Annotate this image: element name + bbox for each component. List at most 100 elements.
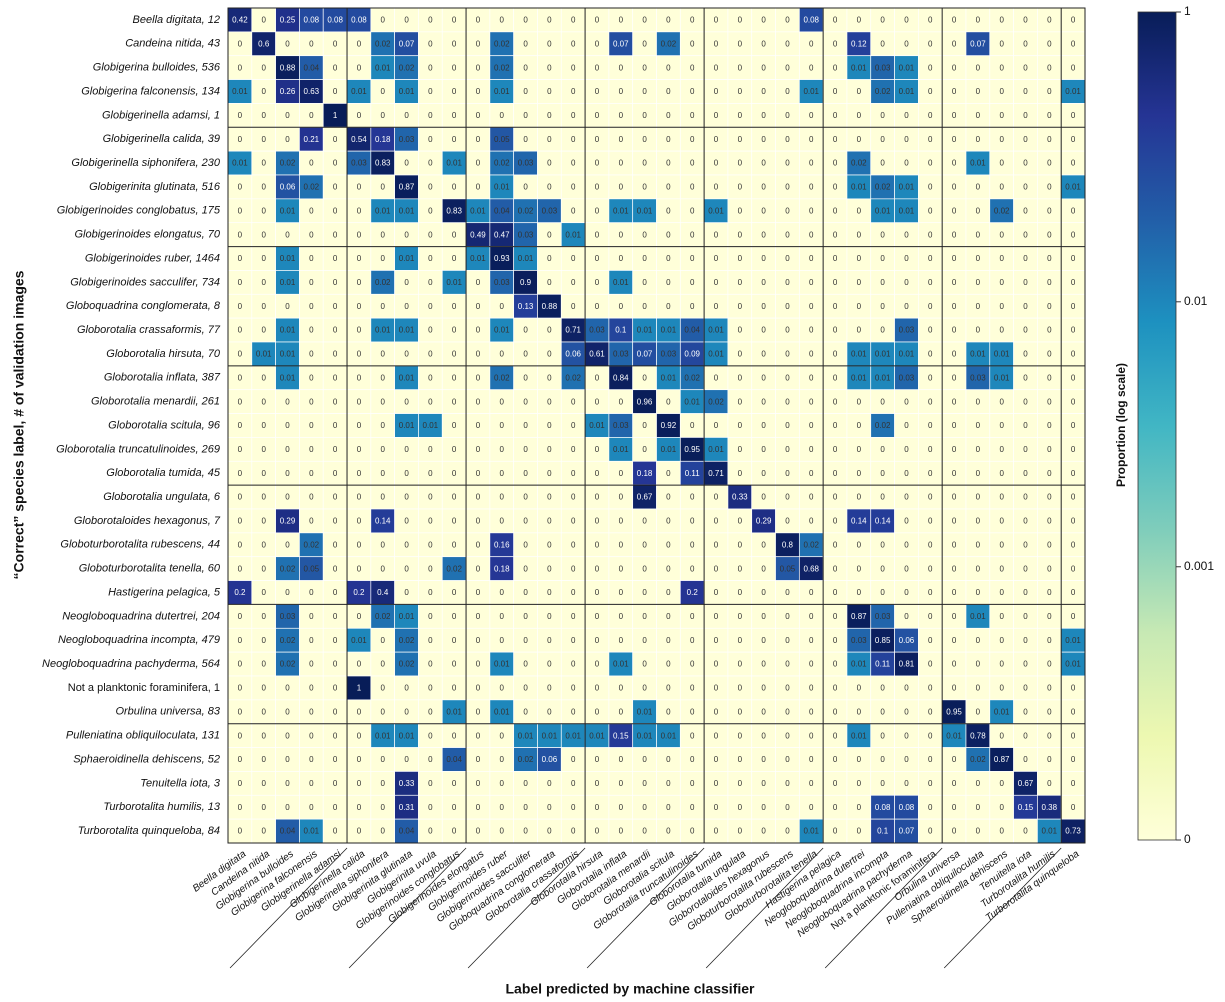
cell-value: 0 [666, 87, 671, 96]
row-label: Globigerinella siphonifera, 230 [71, 157, 220, 169]
cell-value: 0.12 [851, 39, 867, 48]
cell-value: 0 [785, 779, 790, 788]
cell-value: 0 [928, 183, 933, 192]
cell-value: 0 [833, 827, 838, 836]
cell-value: 0 [714, 254, 719, 263]
cell-value: 0 [309, 159, 314, 168]
cell-value: 0 [976, 397, 981, 406]
cell-value: 0 [309, 803, 314, 812]
cell-value: 0 [547, 326, 552, 335]
cell-value: 0 [595, 540, 600, 549]
cell-value: 0 [381, 803, 386, 812]
cell-value: 0 [857, 707, 862, 716]
cell-value: 0 [1047, 755, 1052, 764]
cell-value: 0 [976, 469, 981, 478]
cell-value: 0 [642, 660, 647, 669]
cell-value: 0 [381, 350, 386, 359]
cell-value: 0 [523, 540, 528, 549]
cell-value: 0 [714, 183, 719, 192]
cell-value: 0.6 [258, 39, 270, 48]
cell-value: 0 [500, 803, 505, 812]
cell-value: 0.13 [518, 302, 534, 311]
cell-value: 0 [261, 469, 266, 478]
cell-value: 0 [238, 350, 243, 359]
cell-value: 0 [714, 540, 719, 549]
cell-value: 0 [523, 373, 528, 382]
cell-value: 0 [476, 135, 481, 144]
cell-value: 0 [333, 684, 338, 693]
cell-value: 0 [999, 803, 1004, 812]
cell-value: 0 [857, 469, 862, 478]
cell-value: 0 [1023, 254, 1028, 263]
cell-value: 0.01 [661, 445, 677, 454]
cell-value: 0 [428, 373, 433, 382]
cell-value: 0 [285, 469, 290, 478]
cell-value: 0.01 [280, 278, 296, 287]
cell-value: 0 [285, 445, 290, 454]
cell-value: 0.07 [613, 39, 629, 48]
cell-value: 0 [904, 135, 909, 144]
cell-value: 0.02 [280, 159, 296, 168]
cell-value: 0 [357, 373, 362, 382]
cell-value: 0 [761, 540, 766, 549]
cell-value: 0 [761, 421, 766, 430]
cell-value: 0 [523, 397, 528, 406]
cell-value: 0 [857, 684, 862, 693]
cell-value: 0 [357, 230, 362, 239]
cell-value: 0 [619, 254, 624, 263]
cell-value: 0 [880, 326, 885, 335]
cell-value: 0 [952, 135, 957, 144]
cell-value: 0 [523, 421, 528, 430]
cell-value: 0 [785, 636, 790, 645]
cell-value: 0 [1071, 684, 1076, 693]
cell-value: 0 [785, 373, 790, 382]
cell-value: 0 [523, 183, 528, 192]
cell-value: 0 [928, 111, 933, 120]
cell-value: 0.81 [899, 660, 915, 669]
cell-value: 0 [738, 827, 743, 836]
cell-value: 0 [571, 445, 576, 454]
cell-value: 0 [1023, 326, 1028, 335]
cell-value: 0 [833, 564, 838, 573]
cell-value: 0 [714, 230, 719, 239]
cell-value: 0 [952, 326, 957, 335]
cell-value: 0 [476, 564, 481, 573]
cell-value: 0 [738, 731, 743, 740]
cell-value: 0 [690, 779, 695, 788]
cell-value: 0 [690, 493, 695, 502]
cell-value: 0 [690, 111, 695, 120]
cell-value: 0 [1023, 350, 1028, 359]
cell-value: 0 [880, 445, 885, 454]
cell-value: 0 [500, 469, 505, 478]
cell-value: 0 [523, 135, 528, 144]
cell-value: 0 [785, 230, 790, 239]
cell-value: 0 [999, 135, 1004, 144]
cell-value: 0 [428, 612, 433, 621]
cell-value: 0 [761, 827, 766, 836]
cell-value: 0 [261, 230, 266, 239]
cell-value: 0 [452, 254, 457, 263]
cell-value: 0 [523, 803, 528, 812]
cell-value: 0 [309, 350, 314, 359]
cell-value: 0 [595, 87, 600, 96]
cell-value: 0 [595, 779, 600, 788]
cell-value: 0.01 [613, 445, 629, 454]
cell-value: 0 [571, 707, 576, 716]
cell-value: 0 [999, 588, 1004, 597]
cell-value: 0 [381, 397, 386, 406]
cell-value: 0 [809, 278, 814, 287]
cell-value: 0.01 [280, 254, 296, 263]
cell-value: 0 [571, 493, 576, 502]
cell-value: 0 [928, 636, 933, 645]
cell-value: 0.06 [899, 636, 915, 645]
cell-value: 0 [619, 636, 624, 645]
cell-value: 0 [547, 779, 552, 788]
cell-value: 0 [976, 326, 981, 335]
cell-value: 0 [976, 111, 981, 120]
cell-value: 0 [523, 684, 528, 693]
cell-value: 0 [381, 755, 386, 764]
cell-value: 0 [428, 564, 433, 573]
cell-value: 0 [547, 111, 552, 120]
cell-value: 0 [476, 39, 481, 48]
cell-value: 0 [381, 16, 386, 25]
